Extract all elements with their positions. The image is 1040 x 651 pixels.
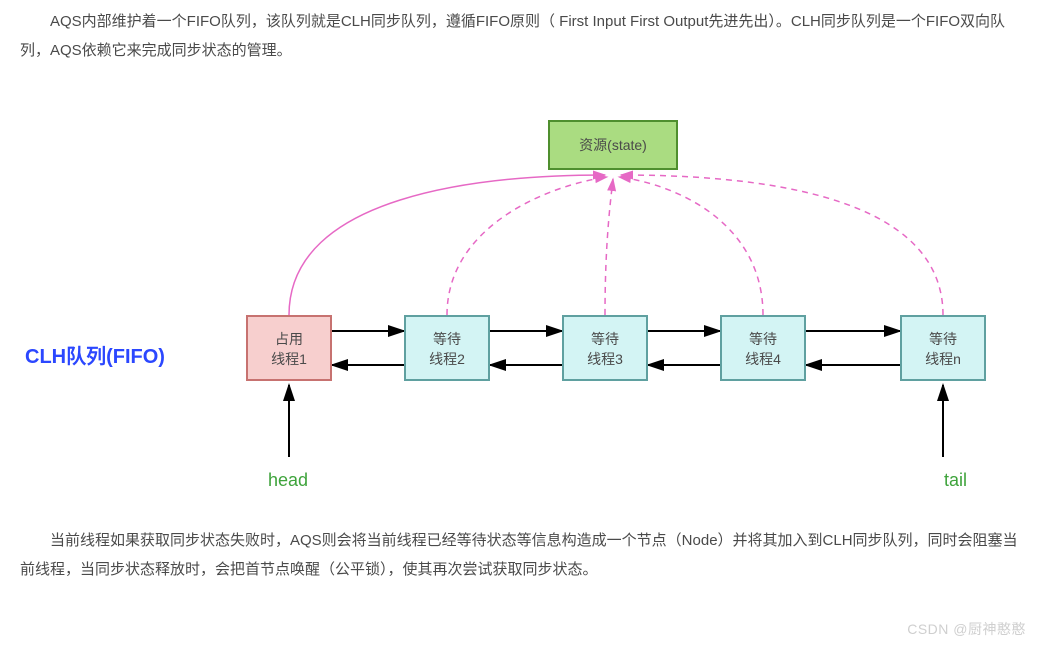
bottom-paragraph: 当前线程如果获取同步状态失败时，AQS则会将当前线程已经等待状态等信息构造成一个… — [0, 527, 1040, 584]
queue-node-3: 等待线程3 — [562, 315, 648, 381]
queue-node-5: 等待线程n — [900, 315, 986, 381]
queue-node-2: 等待线程2 — [404, 315, 490, 381]
watermark: CSDN @厨神憨憨 — [907, 616, 1026, 643]
queue-node-4: 等待线程4 — [720, 315, 806, 381]
clh-diagram: 资源(state) 占用线程1 等待线程2 等待线程3 等待线程4 等待线程n CLH队列… — [0, 75, 1040, 515]
intro-paragraph: AQS内部维护着一个FIFO队列，该队列就是CLH同步队列，遵循FIFO原则（ … — [0, 8, 1040, 65]
tail-label: tail — [944, 463, 967, 497]
diagram-svg — [0, 75, 1040, 515]
resource-box: 资源(state) — [548, 120, 678, 170]
head-label: head — [268, 463, 308, 497]
queue-node-1: 占用线程1 — [246, 315, 332, 381]
queue-label: CLH队列(FIFO) — [25, 338, 165, 376]
